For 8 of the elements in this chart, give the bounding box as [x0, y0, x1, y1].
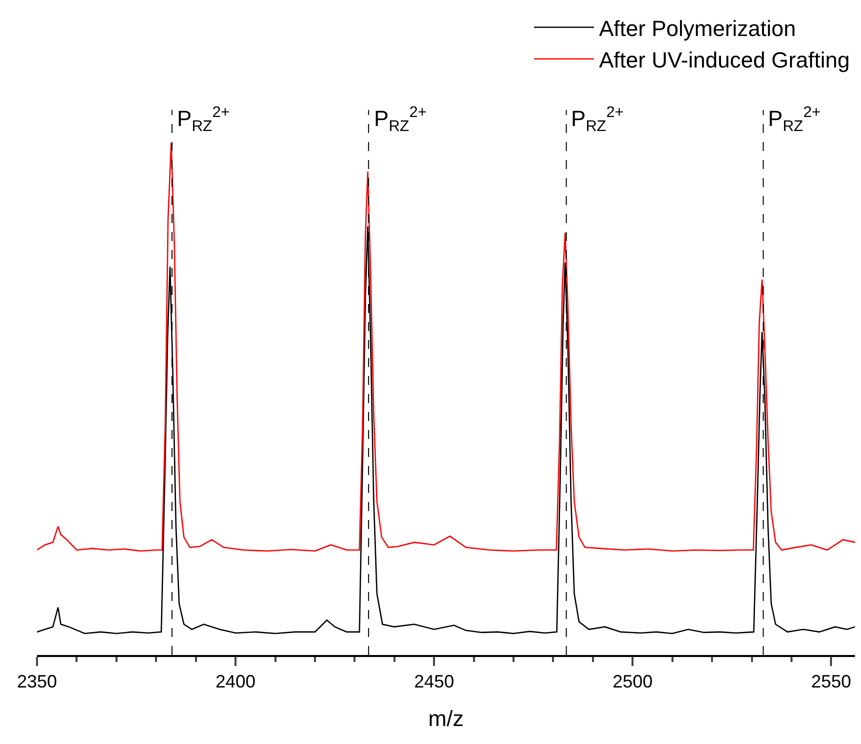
x-tick-label: 2400 [216, 672, 256, 692]
x-tick-label: 2500 [612, 672, 653, 692]
x-tick-label: 2550 [811, 672, 852, 692]
x-tick-label: 2350 [16, 672, 58, 692]
x-axis-title: m/z [428, 706, 464, 731]
legend-label: After Polymerization [599, 16, 796, 41]
legend-label: After UV-induced Grafting [599, 47, 850, 72]
x-tick-label: 2450 [414, 672, 454, 692]
